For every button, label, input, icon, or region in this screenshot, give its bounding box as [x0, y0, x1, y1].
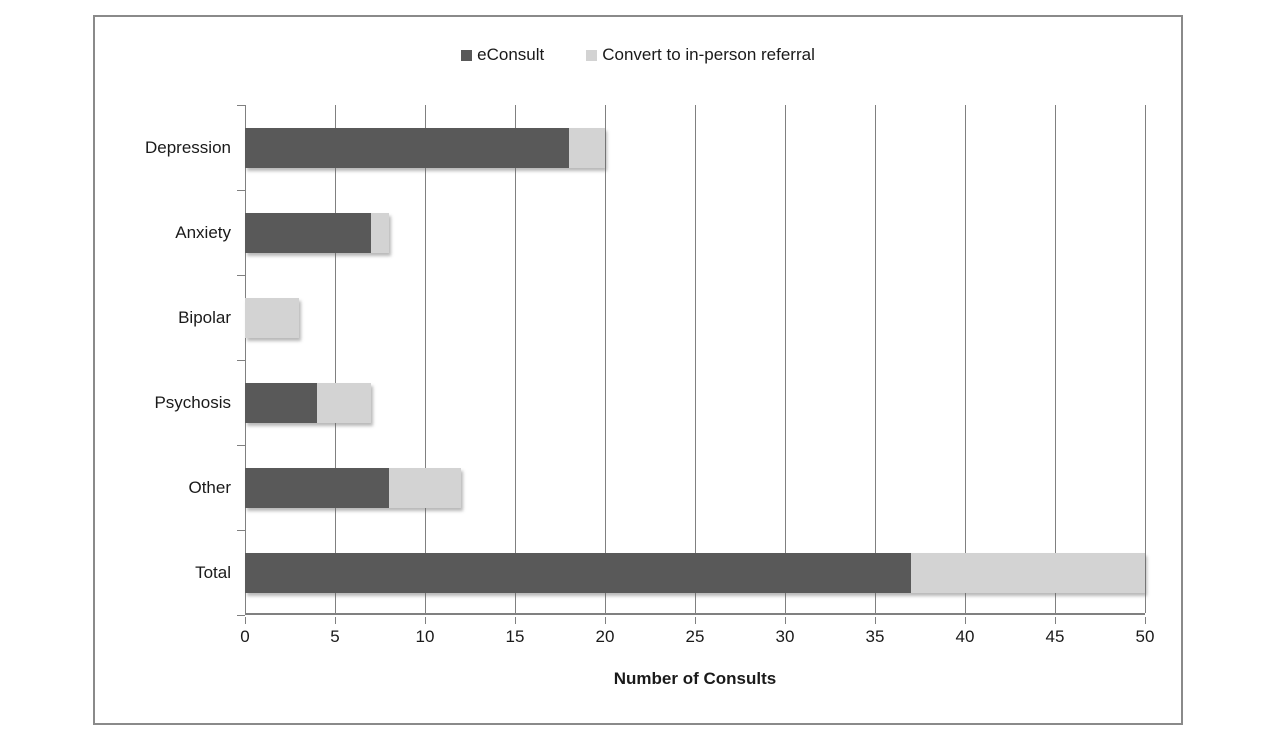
- category-label-anxiety: Anxiety: [175, 222, 231, 242]
- x-axis-tick: [784, 617, 786, 624]
- bar-segment-convert-to-in-person-referral-other: [389, 467, 461, 508]
- x-tick-label: 25: [685, 627, 705, 646]
- gridline: [694, 105, 696, 613]
- gridline: [964, 105, 966, 613]
- gridline: [1054, 105, 1056, 613]
- bar-stack-total: [245, 552, 1145, 593]
- bar-stack-anxiety: [245, 212, 389, 253]
- y-axis-tick: [237, 360, 245, 361]
- category-label-total: Total: [195, 562, 231, 582]
- bar-stack-psychosis: [245, 382, 371, 423]
- bar-segment-convert-to-in-person-referral-total: [911, 552, 1145, 593]
- bar-segment-econsult-other: [245, 467, 389, 508]
- bar-segment-convert-to-in-person-referral-depression: [569, 127, 605, 168]
- x-tick-label: 0: [240, 627, 250, 646]
- x-axis-tick: [874, 617, 876, 624]
- gridline: [604, 105, 606, 613]
- chart-frame: eConsult Convert to in-person referral 0 5…: [93, 15, 1183, 725]
- category-label-psychosis: Psychosis: [154, 392, 231, 412]
- x-tick-label: 20: [595, 627, 615, 646]
- legend-item-econsult: eConsult: [461, 45, 544, 65]
- x-tick-label: 30: [775, 627, 795, 646]
- y-axis-tick: [237, 615, 245, 616]
- legend-label: Convert to in-person referral: [602, 45, 815, 64]
- gridline: [424, 105, 426, 613]
- x-axis-tick: [1054, 617, 1056, 624]
- gridline: [334, 105, 336, 613]
- chart-legend: eConsult Convert to in-person referral: [95, 45, 1181, 65]
- gridline: [874, 105, 876, 613]
- x-axis-tick: [244, 617, 246, 624]
- y-axis-tick: [237, 105, 245, 106]
- bar-segment-econsult-anxiety: [245, 212, 371, 253]
- bar-stack-bipolar: [245, 297, 299, 338]
- x-tick-label: 45: [1045, 627, 1065, 646]
- gridline: [514, 105, 516, 613]
- legend-item-convert-to-in-person-referral: Convert to in-person referral: [586, 45, 815, 65]
- x-tick-label: 10: [415, 627, 435, 646]
- y-axis-tick: [237, 190, 245, 191]
- x-axis-tick: [424, 617, 426, 624]
- x-axis-title: Number of Consults: [613, 669, 777, 688]
- plot-area: [237, 105, 1146, 616]
- x-axis-tick: [604, 617, 606, 624]
- x-tick-label: 5: [330, 627, 340, 646]
- legend-marker-icon: [586, 49, 598, 61]
- gridline: [784, 105, 786, 613]
- legend-marker-icon: [461, 49, 473, 61]
- y-axis-tick: [237, 530, 245, 531]
- gridline: [1144, 105, 1146, 613]
- category-label-other: Other: [188, 477, 231, 497]
- bar-stack-other: [245, 467, 461, 508]
- x-axis-tick: [1144, 617, 1146, 624]
- y-axis-tick: [237, 275, 245, 276]
- legend-label: eConsult: [477, 45, 545, 64]
- category-label-depression: Depression: [145, 137, 231, 157]
- x-axis-tick: [514, 617, 516, 624]
- bar-stack-depression: [245, 127, 605, 168]
- x-tick-label: 50: [1135, 627, 1155, 646]
- bar-segment-econsult-depression: [245, 127, 569, 168]
- x-axis-tick: [694, 617, 696, 624]
- y-axis-line: [245, 105, 246, 613]
- x-tick-label: 15: [505, 627, 525, 646]
- x-tick-label: 35: [865, 627, 885, 646]
- x-axis-tick: [964, 617, 966, 624]
- bar-segment-econsult-total: [245, 552, 911, 593]
- bar-segment-econsult-psychosis: [245, 382, 317, 423]
- y-axis-tick: [237, 445, 245, 446]
- x-axis-tick: [334, 617, 336, 624]
- category-label-bipolar: Bipolar: [178, 307, 231, 327]
- bar-segment-convert-to-in-person-referral-bipolar: [245, 297, 299, 338]
- x-tick-label: 40: [955, 627, 975, 646]
- bar-segment-convert-to-in-person-referral-anxiety: [371, 212, 389, 253]
- bar-segment-convert-to-in-person-referral-psychosis: [317, 382, 371, 423]
